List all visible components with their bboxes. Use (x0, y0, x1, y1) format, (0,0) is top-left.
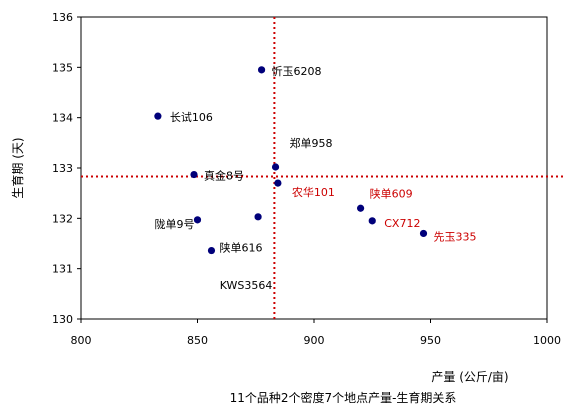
data-point (368, 217, 376, 225)
data-point (154, 112, 162, 120)
reference-lines (81, 17, 565, 319)
point-label: 长试106 (170, 111, 213, 124)
x-tick-label: 1000 (533, 334, 561, 347)
data-point (207, 246, 216, 255)
x-tick-label: 800 (71, 334, 92, 347)
point-label: 陇单9号 (155, 217, 195, 231)
point-label: 先玉335 (434, 230, 477, 243)
y-tick-label: 134 (52, 112, 73, 125)
point-label: KWS3564 (220, 279, 273, 292)
y-tick-label: 135 (52, 61, 73, 74)
point-label: 陕单609 (370, 186, 413, 200)
point-label: 农华101 (292, 185, 335, 199)
point-label: 真金8号 (204, 169, 244, 183)
point-label: 郑单958 (290, 136, 333, 150)
data-point (193, 216, 202, 224)
data-points (154, 66, 428, 255)
y-tick-label: 133 (52, 162, 73, 175)
plot-area (80, 16, 548, 320)
point-label: CX712 (384, 217, 420, 230)
x-axis-ticks: 800 850 900 950 1000 (71, 319, 561, 347)
data-point (190, 170, 198, 179)
y-tick-label: 132 (52, 212, 73, 225)
y-tick-label: 131 (52, 263, 73, 276)
data-point (254, 213, 262, 221)
x-tick-label: 900 (304, 334, 325, 347)
y-axis-title: 生育期 (天) (10, 137, 25, 198)
x-tick-label: 950 (420, 334, 441, 347)
data-point (419, 229, 428, 238)
data-point (357, 204, 365, 212)
data-point (274, 179, 282, 187)
y-axis-ticks: 130 131 132 133 134 135 136 (52, 11, 81, 326)
data-point (257, 66, 266, 74)
x-axis-title: 产量 (公斤/亩) (431, 369, 508, 384)
chart-caption: 11个品种2个密度7个地点产量-生育期关系 (230, 390, 457, 405)
point-label: 忻玉6208 (272, 65, 322, 78)
x-tick-label: 850 (187, 334, 208, 347)
point-label: 陕单616 (219, 241, 262, 255)
y-tick-label: 130 (52, 313, 73, 326)
data-point (271, 163, 280, 171)
y-tick-label: 136 (52, 11, 73, 24)
